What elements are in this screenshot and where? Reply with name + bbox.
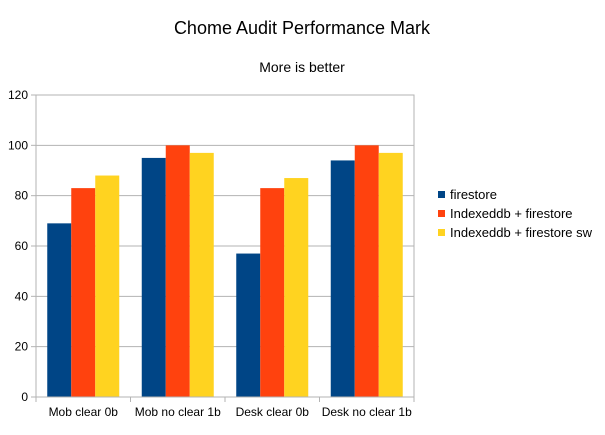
bar — [378, 152, 403, 397]
legend: firestore Indexeddb + firestore Indexeddb … — [438, 187, 593, 240]
y-axis-tick-labels: 0 20 40 60 80 100 120 — [8, 88, 28, 404]
bar — [47, 223, 72, 397]
bar — [284, 178, 309, 397]
x-axis-tick-labels: Mob clear 0b Mob no clear 1b Desk clear 0b… — [49, 405, 413, 419]
bar — [71, 188, 96, 397]
chart-title: Chome Audit Performance Mark — [174, 18, 431, 38]
legend-swatch — [438, 191, 445, 198]
bar — [236, 253, 261, 397]
legend-label: Indexeddb + firestore — [450, 206, 573, 221]
legend-label: firestore — [450, 187, 497, 202]
y-tick-label: 0 — [21, 390, 28, 404]
chart-subtitle: More is better — [259, 59, 345, 75]
bar — [165, 145, 190, 397]
bar — [260, 188, 285, 397]
bar — [189, 152, 214, 397]
y-tick-label: 40 — [15, 289, 29, 303]
x-tick-label: Mob no clear 1b — [135, 405, 221, 419]
legend-label: Indexeddb + firestore sw — [450, 225, 593, 240]
x-tick-label: Mob clear 0b — [49, 405, 119, 419]
bar — [330, 160, 355, 397]
y-tick-label: 120 — [8, 88, 28, 102]
axes — [35, 94, 415, 402]
x-tick-label: Desk no clear 1b — [322, 405, 412, 419]
y-tick-label: 100 — [8, 138, 28, 152]
x-tick-label: Desk clear 0b — [236, 405, 310, 419]
legend-swatch — [438, 229, 445, 236]
legend-swatch — [438, 210, 445, 217]
bars — [47, 145, 403, 397]
bar — [141, 157, 166, 397]
bar — [95, 175, 120, 397]
y-tick-label: 60 — [15, 239, 29, 253]
y-tick-label: 20 — [15, 340, 29, 354]
y-tick-label: 80 — [15, 189, 29, 203]
bar — [354, 145, 379, 397]
